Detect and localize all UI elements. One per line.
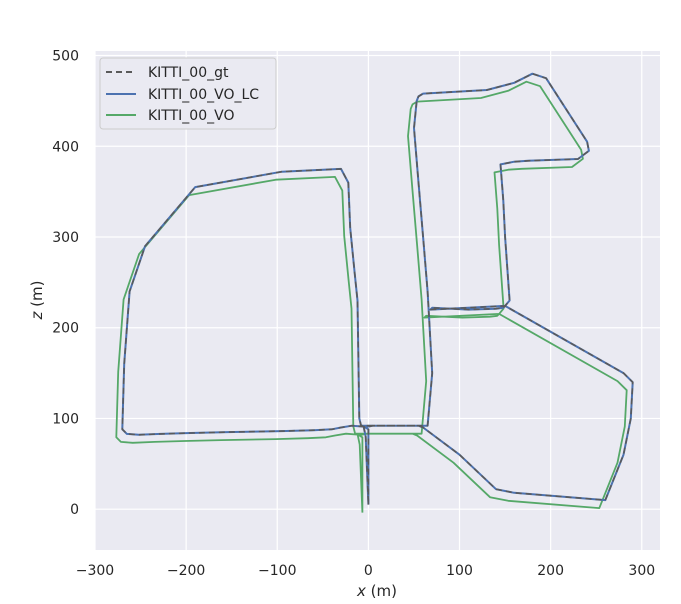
y-axis-label: z (m)	[28, 281, 46, 321]
x-tick-label: 300	[628, 563, 655, 579]
legend: KITTI_00_gt KITTI_00_VO_LC KITTI_00_VO	[99, 57, 277, 130]
y-tick-label: 500	[52, 49, 79, 65]
plot-area	[95, 51, 660, 550]
x-tick-label: −200	[167, 563, 205, 579]
series-layer	[115, 72, 634, 513]
legend-box	[99, 57, 277, 130]
series-line-gt	[121, 72, 634, 505]
x-tick-label: 100	[446, 563, 473, 579]
x-tick-label: 0	[364, 563, 373, 579]
y-tick-label: 0	[70, 502, 79, 518]
grid	[94, 51, 660, 550]
y-tick-label: 400	[52, 139, 79, 155]
x-tick-label: −100	[258, 563, 296, 579]
x-axis-label: x (m)	[356, 582, 397, 600]
tick-labels: −300 −200 −100 0 100 200 300 0 100 200 300 400 500	[52, 49, 655, 579]
legend-label-gt: KITTI_00_gt	[148, 65, 229, 81]
y-tick-label: 100	[52, 411, 79, 427]
x-tick-label: −300	[76, 563, 114, 579]
legend-label-vo: KITTI_00_VO	[148, 108, 234, 124]
y-tick-label: 200	[52, 321, 79, 337]
x-tick-label: 200	[537, 563, 564, 579]
y-tick-label: 300	[52, 230, 79, 246]
legend-label-vo-lc: KITTI_00_VO_LC	[148, 87, 259, 103]
